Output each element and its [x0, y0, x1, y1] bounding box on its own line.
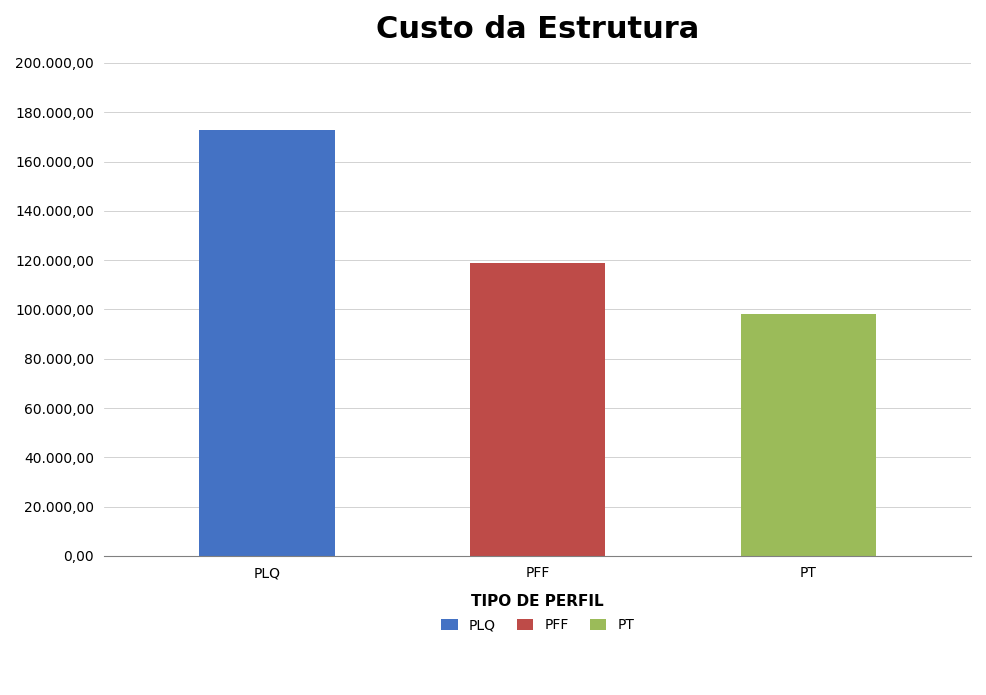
Bar	[470, 263, 605, 556]
Bar	[199, 129, 334, 556]
Bar	[740, 314, 877, 556]
Title: Custo da Estrutura: Custo da Estrutura	[376, 15, 699, 44]
X-axis label: TIPO DE PERFIL: TIPO DE PERFIL	[471, 594, 604, 610]
Legend: PLQ, PFF, PT: PLQ, PFF, PT	[436, 612, 640, 637]
